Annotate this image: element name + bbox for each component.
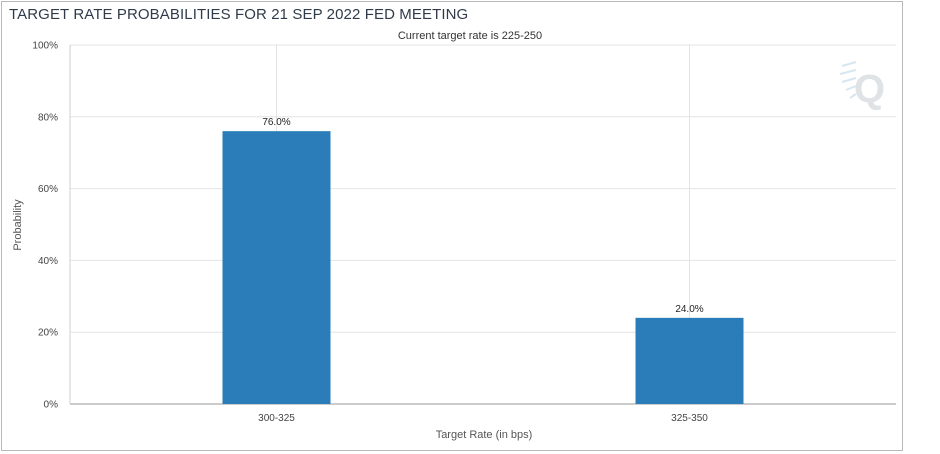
x-tick-label: 325-350: [671, 413, 708, 424]
bar-325-350[interactable]: [635, 317, 744, 404]
y-tick-label: 100%: [32, 41, 58, 52]
svg-text:Q: Q: [854, 67, 885, 111]
bar-300-325[interactable]: [222, 131, 331, 404]
bar-value-label: 24.0%: [675, 304, 703, 315]
grid-lines: [69, 44, 896, 405]
chart-subtitle: Current target rate is 225-250: [397, 30, 543, 42]
y-axis-ticks: 0% 20% 40% 60% 80% 100%: [32, 41, 58, 411]
x-axis-ticks: 300-325 325-350: [258, 413, 708, 424]
y-tick-label: 0%: [44, 400, 59, 411]
y-axis-title: Probability: [12, 199, 24, 251]
x-axis-title: Target Rate (in bps): [436, 429, 533, 441]
y-tick-label: 20%: [38, 328, 58, 339]
chart-title: TARGET RATE PROBABILITIES FOR 21 SEP 202…: [9, 6, 469, 23]
bar-value-label: 76.0%: [262, 117, 290, 128]
x-tick-label: 300-325: [258, 413, 295, 424]
bars: 76.0% 24.0%: [222, 117, 744, 404]
y-tick-label: 60%: [38, 184, 58, 195]
y-tick-label: 40%: [38, 256, 58, 267]
y-tick-label: 80%: [38, 112, 58, 123]
chart-frame: [1, 1, 903, 451]
watermark-logo-icon: Q: [839, 61, 885, 111]
